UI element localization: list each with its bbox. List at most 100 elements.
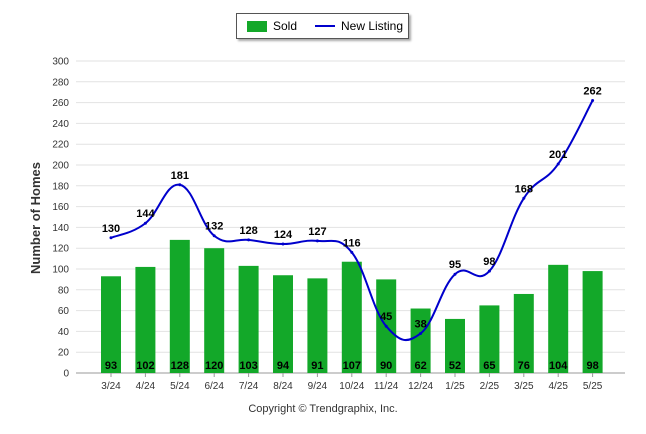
new-listing-legend-swatch xyxy=(315,25,335,27)
new-listing-value: 168 xyxy=(515,183,533,195)
sold-bar xyxy=(101,276,121,373)
sold-bar-value: 128 xyxy=(171,360,189,372)
sold-bar xyxy=(238,265,259,373)
sold-legend-swatch xyxy=(247,21,267,32)
y-tick-label: 0 xyxy=(63,369,69,380)
x-tick-label: 4/24 xyxy=(136,381,156,392)
new-listing-point xyxy=(281,242,285,246)
y-tick-label: 40 xyxy=(58,327,70,338)
new-listing-point xyxy=(178,183,182,187)
sold-bar-value: 52 xyxy=(449,360,461,372)
sold-bar-value: 91 xyxy=(311,360,323,372)
y-tick-label: 260 xyxy=(52,98,69,109)
y-tick-label: 300 xyxy=(52,57,69,68)
sold-bar-value: 93 xyxy=(105,360,117,372)
sold-bar xyxy=(445,318,465,373)
new-listing-labels: 130 144 181 132 128 124 127 116 45 38 95 98 168 201 26… xyxy=(102,86,602,335)
sold-bar-labels: 93 102 128 120 103 94 91 107 90 62 52 65 76 104 98 xyxy=(105,360,599,372)
x-tick-label: 9/24 xyxy=(308,381,328,392)
sold-bar-value: 103 xyxy=(239,360,257,372)
sold-bar-value: 104 xyxy=(549,360,568,372)
sold-bar xyxy=(341,261,362,373)
x-tick-label: 3/25 xyxy=(514,381,534,392)
new-listing-value: 38 xyxy=(414,318,426,330)
sold-bar-value: 102 xyxy=(136,360,154,372)
y-tick-label: 80 xyxy=(58,285,70,296)
sold-bar-value: 107 xyxy=(343,360,361,372)
new-listing-point xyxy=(109,236,113,240)
y-tick-label: 180 xyxy=(52,181,69,192)
sold-bar xyxy=(548,264,569,373)
x-tick-label: 7/24 xyxy=(239,381,259,392)
new-listing-point xyxy=(419,331,423,335)
copyright-text: Copyright © Trendgraphix, Inc. xyxy=(248,403,398,415)
x-tick-label: 8/24 xyxy=(273,381,293,392)
sold-bar xyxy=(273,275,293,373)
new-listing-line xyxy=(110,100,594,342)
new-listing-point xyxy=(247,238,251,242)
y-tick-label: 60 xyxy=(58,306,70,317)
new-listing-point xyxy=(487,269,491,273)
new-listing-value: 127 xyxy=(308,226,326,238)
sold-bar xyxy=(410,308,431,373)
x-tick-label: 1/25 xyxy=(445,381,465,392)
y-tick-label: 100 xyxy=(52,265,69,276)
y-tick-label: 240 xyxy=(52,119,69,130)
sold-bar-value: 94 xyxy=(277,360,290,372)
new-listing-value: 130 xyxy=(102,223,120,235)
sold-legend-label: Sold xyxy=(273,19,298,33)
new-listing-value: 98 xyxy=(483,256,495,268)
x-tick-label: 2/25 xyxy=(480,381,500,392)
new-listing-point xyxy=(453,272,457,276)
new-listing-point xyxy=(556,162,560,166)
y-tick-label: 220 xyxy=(52,140,69,151)
new-listing-point xyxy=(212,234,216,238)
y-axis-label: Number of Homes xyxy=(28,162,43,274)
sold-bar xyxy=(479,305,500,373)
sold-bar xyxy=(169,239,190,373)
new-listing-value: 128 xyxy=(239,225,257,237)
y-tick-label: 120 xyxy=(52,244,69,255)
new-listing-value: 201 xyxy=(549,149,567,161)
sold-bar-value: 65 xyxy=(483,360,495,372)
new-listing-value: 95 xyxy=(449,259,461,271)
x-tick-label: 4/25 xyxy=(548,381,568,392)
y-tick-label: 200 xyxy=(52,161,69,172)
y-tick-label: 280 xyxy=(52,77,69,88)
x-tick-label: 5/25 xyxy=(583,381,603,392)
x-tick-label: 5/24 xyxy=(170,381,190,392)
legend: Sold New Listing xyxy=(236,13,409,39)
sold-bar-value: 90 xyxy=(380,360,392,372)
new-listing-point xyxy=(315,239,319,243)
new-listing-value: 45 xyxy=(380,311,392,323)
sold-bar xyxy=(582,271,603,373)
new-listing-value: 116 xyxy=(343,237,361,249)
x-tick-label: 12/24 xyxy=(408,381,433,392)
sold-bar-value: 120 xyxy=(205,360,223,372)
new-listing-value: 262 xyxy=(583,86,601,98)
x-axis-ticks: 3/24 4/24 5/24 6/24 7/24 8/24 9/24 10/24 11/24 12… xyxy=(101,373,603,392)
x-tick-label: 3/24 xyxy=(101,381,121,392)
new-listing-point xyxy=(350,250,354,254)
new-listing-point xyxy=(143,221,147,225)
new-listing-point xyxy=(384,324,388,328)
new-listing-point xyxy=(591,99,595,103)
sold-bar xyxy=(135,266,156,373)
new-listing-legend-label: New Listing xyxy=(341,19,404,33)
sold-bar-value: 76 xyxy=(518,360,530,372)
sold-bar xyxy=(513,293,534,373)
x-tick-label: 11/24 xyxy=(374,381,399,392)
sold-bar xyxy=(307,278,328,373)
y-tick-label: 20 xyxy=(58,348,70,359)
new-listing-value: 124 xyxy=(274,229,293,241)
new-listing-point xyxy=(522,196,526,200)
sold-bars xyxy=(101,239,603,373)
x-tick-label: 6/24 xyxy=(204,381,224,392)
y-tick-label: 160 xyxy=(52,202,69,213)
new-listing-value: 132 xyxy=(205,221,223,233)
sold-bar-value: 98 xyxy=(586,360,598,372)
sold-bar-value: 62 xyxy=(414,360,426,372)
y-tick-label: 140 xyxy=(52,223,69,234)
sold-bar xyxy=(204,248,225,373)
